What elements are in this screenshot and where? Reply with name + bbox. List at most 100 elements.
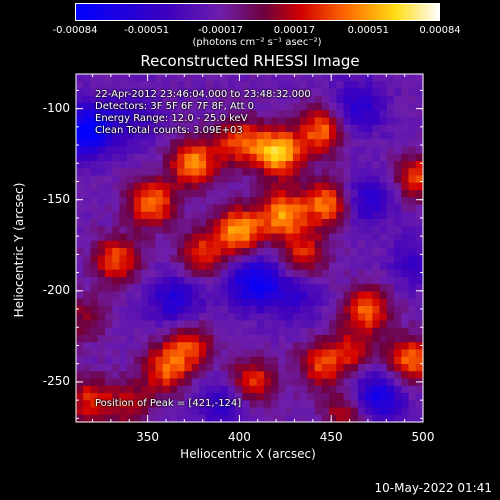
heatmap-cell: [90, 262, 99, 271]
heatmap-cell: [292, 211, 301, 220]
heatmap-cell: [401, 262, 410, 271]
heatmap-cell: [314, 139, 323, 148]
heatmap-cell: [184, 161, 193, 169]
heatmap-cell: [343, 226, 352, 235]
heatmap-cell: [213, 284, 222, 293]
heatmap-cell: [357, 182, 366, 191]
heatmap-cell: [177, 182, 186, 191]
heatmap-cell: [97, 197, 106, 206]
heatmap-cell: [191, 349, 200, 358]
heatmap-cell: [292, 190, 301, 198]
heatmap-cell: [321, 161, 330, 169]
heatmap-cell: [343, 175, 352, 184]
heatmap-cell: [278, 88, 287, 97]
heatmap-cell: [329, 277, 337, 285]
heatmap-cell: [401, 313, 410, 322]
heatmap-cell: [365, 117, 373, 126]
heatmap-cell: [76, 269, 84, 278]
heatmap-cell: [314, 335, 323, 343]
heatmap-cell: [263, 182, 272, 191]
heatmap-cell: [235, 306, 243, 314]
heatmap-cell: [256, 371, 265, 380]
heatmap-cell: [112, 320, 120, 329]
heatmap-cell: [141, 393, 149, 401]
heatmap-cell: [249, 385, 258, 394]
heatmap-cell: [365, 400, 373, 409]
heatmap-cell: [104, 414, 113, 423]
heatmap-cell: [133, 393, 142, 401]
heatmap-cell: [169, 103, 178, 111]
heatmap-cell: [155, 262, 164, 271]
heatmap-cell: [133, 146, 142, 155]
heatmap-cell: [112, 204, 120, 213]
heatmap-cell: [263, 385, 272, 394]
heatmap-cell: [191, 132, 200, 140]
heatmap-cell: [227, 226, 236, 235]
heatmap-cell: [76, 182, 84, 191]
heatmap-cell: [213, 313, 222, 322]
heatmap-cell: [220, 233, 229, 242]
heatmap-cell: [321, 320, 330, 329]
heatmap-cell: [415, 385, 424, 394]
heatmap-cell: [292, 74, 301, 82]
heatmap-cell: [104, 190, 113, 198]
heatmap-cell: [394, 88, 402, 97]
heatmap-cell: [141, 284, 149, 293]
heatmap-cell: [343, 327, 352, 336]
heatmap-cell: [213, 103, 222, 111]
heatmap-cell: [242, 414, 251, 423]
heatmap-cell: [263, 407, 272, 416]
heatmap-cell: [415, 371, 424, 380]
heatmap-cell: [112, 414, 120, 423]
heatmap-cell: [119, 226, 128, 235]
heatmap-cell: [350, 139, 359, 148]
heatmap-cell: [198, 175, 207, 184]
colorbar-tick-label: 0.00084: [419, 25, 461, 36]
heatmap-cell: [401, 153, 410, 162]
heatmap-cell: [249, 139, 258, 148]
heatmap-cell: [379, 219, 388, 227]
heatmap-cell: [177, 306, 186, 314]
heatmap-cell: [104, 240, 113, 249]
heatmap-cell: [357, 139, 366, 148]
heatmap-cell: [307, 291, 316, 300]
heatmap-cell: [148, 190, 157, 198]
heatmap-cell: [227, 139, 236, 148]
heatmap-cell: [155, 211, 164, 220]
heatmap-cell: [292, 161, 301, 169]
heatmap-cell: [169, 139, 178, 148]
heatmap-cell: [148, 306, 157, 314]
heatmap-cell: [329, 342, 337, 351]
heatmap-cell: [300, 103, 308, 111]
heatmap-cell: [90, 291, 99, 300]
heatmap-cell: [307, 182, 316, 191]
heatmap-cell: [372, 211, 381, 220]
heatmap-cell: [300, 371, 308, 380]
heatmap-cell: [184, 110, 193, 119]
heatmap-cell: [227, 356, 236, 365]
heatmap-cell: [394, 182, 402, 191]
heatmap-cell: [408, 81, 417, 90]
heatmap-cell: [104, 168, 113, 177]
heatmap-cell: [112, 211, 120, 220]
heatmap-cell: [104, 335, 113, 343]
heatmap-cell: [242, 378, 251, 387]
heatmap-cell: [227, 393, 236, 401]
heatmap-cell: [285, 327, 294, 336]
heatmap-cell: [220, 190, 229, 198]
heatmap-cell: [213, 168, 222, 177]
heatmap-cell: [235, 342, 243, 351]
heatmap-cell: [104, 378, 113, 387]
peak-position-label: Position of Peak = [421,-124]: [95, 398, 242, 409]
heatmap-cell: [300, 110, 308, 119]
heatmap-cell: [285, 342, 294, 351]
heatmap-cell: [278, 248, 287, 256]
heatmap-cell: [343, 182, 352, 191]
heatmap-cell: [329, 219, 337, 227]
heatmap-cell: [271, 190, 280, 198]
heatmap-cell: [155, 168, 164, 177]
heatmap-cell: [83, 219, 92, 227]
heatmap-cell: [242, 175, 251, 184]
heatmap-cell: [263, 211, 272, 220]
heatmap-cell: [184, 81, 193, 90]
